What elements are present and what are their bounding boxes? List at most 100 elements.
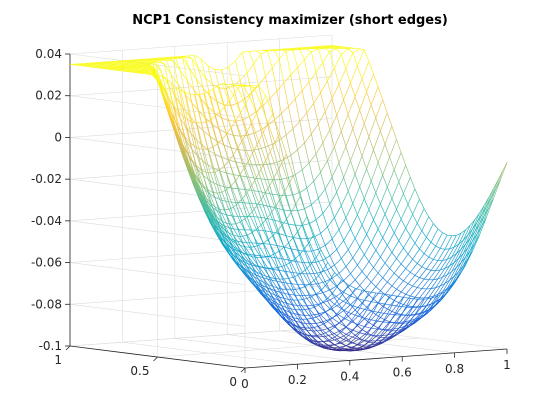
mesh-line	[396, 258, 402, 265]
mesh-line	[302, 272, 310, 285]
mesh-line	[361, 309, 368, 318]
mesh-line	[316, 334, 321, 336]
mesh-line	[357, 123, 365, 143]
mesh-line	[240, 245, 245, 248]
mesh-line	[290, 67, 298, 76]
mesh-line	[479, 217, 487, 236]
mesh-line	[255, 50, 261, 55]
mesh-line	[458, 229, 466, 245]
mesh-line	[355, 287, 363, 291]
mesh-line	[357, 264, 363, 272]
mesh-line	[352, 324, 358, 331]
mesh-line	[423, 309, 430, 316]
mesh-line	[246, 132, 254, 136]
mesh-line	[246, 275, 252, 281]
mesh-line	[362, 290, 370, 293]
mesh-line	[265, 160, 273, 181]
mesh-line	[403, 236, 411, 249]
mesh-line	[189, 116, 195, 138]
mesh-line	[325, 285, 333, 294]
mesh-line	[258, 229, 266, 232]
mesh-line	[329, 279, 338, 288]
mesh-line	[430, 228, 439, 243]
mesh-line	[387, 281, 393, 287]
mesh-line	[210, 202, 216, 208]
mesh-line	[426, 268, 432, 271]
mesh-line	[332, 292, 340, 300]
mesh-line	[115, 64, 121, 66]
mesh-line	[309, 327, 314, 329]
mesh-line	[301, 162, 310, 170]
mesh-line	[267, 113, 273, 124]
mesh-line	[244, 96, 250, 106]
mesh-line	[281, 288, 289, 300]
mesh-line	[479, 205, 485, 214]
mesh-line	[127, 64, 133, 66]
mesh-line	[265, 151, 271, 161]
mesh-line	[311, 123, 319, 135]
mesh-line	[306, 268, 315, 281]
mesh-line	[324, 48, 330, 52]
z-tick-label: -0.08	[31, 297, 62, 311]
mesh-line	[437, 291, 446, 297]
mesh-line	[309, 241, 317, 258]
mesh-line	[375, 117, 381, 132]
mesh-line	[389, 157, 395, 170]
mesh-line	[483, 207, 489, 217]
mesh-line	[219, 238, 225, 245]
mesh-line	[276, 287, 285, 299]
mesh-line	[380, 340, 386, 345]
mesh-line	[219, 112, 227, 135]
mesh-line	[118, 66, 123, 68]
mesh-line	[488, 189, 496, 209]
mesh-line	[364, 281, 372, 291]
mesh-line	[380, 334, 388, 337]
mesh-line	[223, 104, 231, 106]
mesh-line	[281, 258, 289, 261]
mesh-line	[414, 318, 420, 324]
mesh-line	[336, 285, 342, 294]
mesh-line	[228, 241, 234, 247]
mesh-line	[129, 63, 135, 65]
mesh-line	[180, 56, 185, 58]
mesh-line	[235, 84, 241, 87]
mesh-line	[462, 250, 471, 266]
mesh-line	[278, 59, 285, 84]
mesh-line	[442, 232, 448, 236]
mesh-line	[233, 206, 241, 223]
mesh-line	[224, 208, 229, 211]
mesh-line	[69, 64, 75, 66]
mesh-line	[242, 234, 248, 237]
mesh-line	[446, 247, 455, 260]
mesh-line	[168, 98, 174, 106]
mesh-line	[295, 204, 303, 225]
mesh-line	[281, 154, 287, 164]
mesh-line	[228, 241, 236, 253]
mesh-line	[235, 252, 243, 264]
mesh-line	[435, 285, 441, 288]
mesh-line	[102, 68, 107, 70]
mesh-line	[364, 242, 372, 255]
mesh-line	[348, 315, 354, 322]
mesh-line	[334, 303, 342, 310]
mesh-line	[318, 341, 326, 347]
mesh-line	[385, 336, 390, 338]
mesh-line	[299, 112, 308, 122]
mesh-line	[214, 206, 223, 222]
mesh-line	[343, 335, 349, 340]
mesh-line	[334, 292, 342, 298]
mesh-line	[283, 278, 289, 280]
mesh-line	[371, 342, 379, 348]
mesh-line	[271, 58, 280, 69]
mesh-line	[260, 284, 266, 294]
mesh-line	[223, 229, 232, 241]
mesh-line	[343, 304, 351, 311]
mesh-line	[141, 63, 146, 65]
mesh-line	[407, 188, 416, 205]
mesh-line	[157, 58, 162, 60]
mesh-line	[322, 255, 330, 261]
mesh-line	[334, 272, 342, 281]
mesh-line	[463, 247, 469, 254]
mesh-line	[359, 234, 367, 248]
mesh-line	[249, 261, 255, 265]
